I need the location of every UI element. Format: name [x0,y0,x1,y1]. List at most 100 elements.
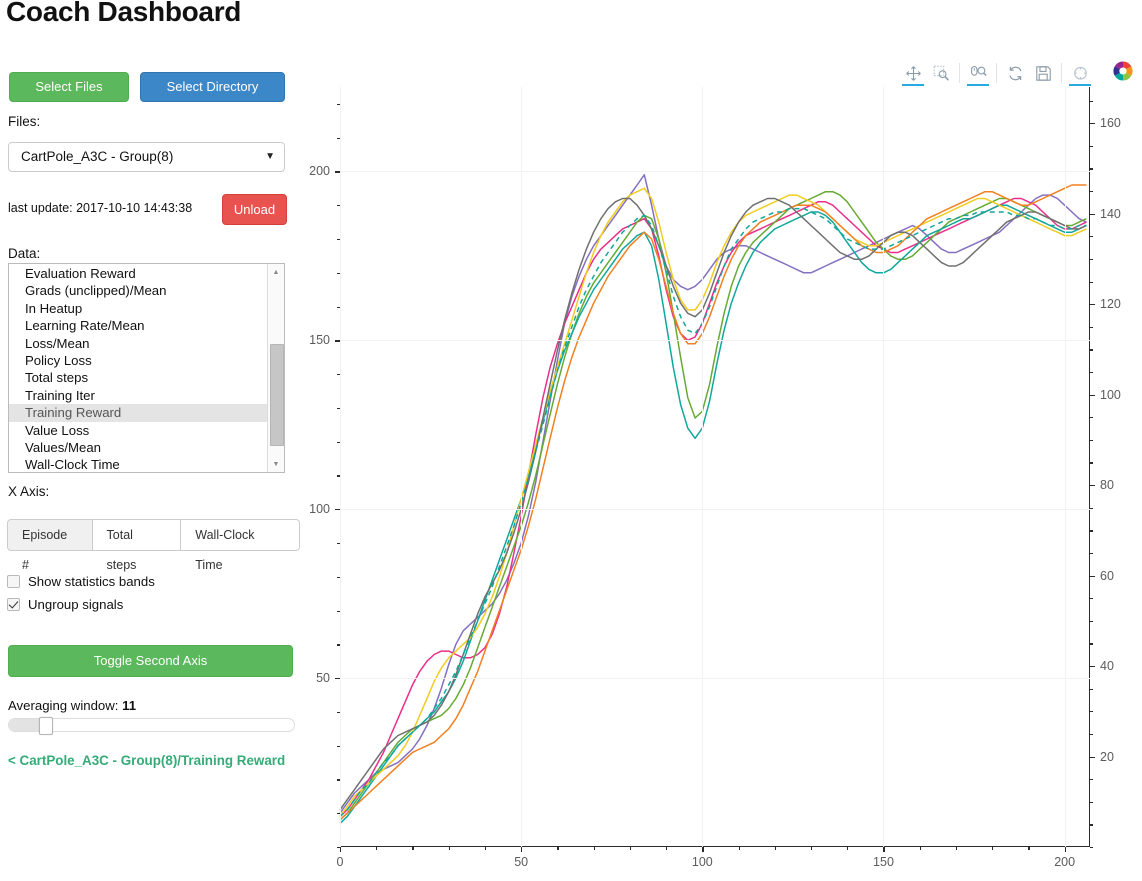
select-files-button[interactable]: Select Files [9,72,129,102]
show-statistics-bands-checkbox[interactable] [7,575,20,588]
y-axis-right-tick [1090,304,1095,306]
y-axis-left-label: 100 [309,502,330,517]
y-axis-right-minor-tick [1090,236,1093,238]
y-axis-right-minor-tick [1090,417,1093,419]
box-zoom-tool-icon[interactable] [927,56,955,90]
y-axis-right-minor-tick [1090,620,1093,622]
chart-line [339,190,1087,821]
y-axis-right-minor-tick [1090,349,1093,351]
bokeh-logo-icon[interactable] [1112,60,1134,82]
y-axis-left-minor-tick [337,306,340,308]
data-list-item[interactable]: In Heatup [25,300,83,316]
x-axis-tab-wall-clock-time[interactable]: Wall-Clock Time [180,519,300,572]
data-list-scrollbar[interactable]: ▲ ▼ [267,264,284,472]
x-axis-tick [340,847,342,852]
x-axis-tick [521,847,523,852]
y-axis-right-minor-tick [1090,530,1093,532]
y-axis-right-minor-tick [1090,779,1093,781]
toolbar-separator-1 [959,63,960,83]
y-axis-right-label: 60 [1100,568,1114,583]
scrollbar-thumb[interactable] [270,344,284,446]
averaging-window-label: Averaging window: 11 [8,698,136,713]
legend-link[interactable]: < CartPole_A3C - Group(8)/Training Rewar… [8,753,286,768]
data-list-item[interactable]: Policy Loss [25,353,92,369]
y-axis-left-minor-tick [337,272,340,274]
show-statistics-bands-row[interactable]: Show statistics bands [7,574,155,589]
y-axis-right-minor-tick [1090,100,1093,102]
wheel-zoom-tool-icon[interactable] [964,56,992,90]
reset-tool-icon[interactable] [1001,56,1029,90]
plot-area: 50 100 150 200 0 50 100 150 200 20 40 60 80 100 120 140… [300,50,1142,881]
files-select[interactable]: CartPole_A3C - Group(8) ▼ [8,142,285,172]
y-axis-right-minor-tick [1090,801,1093,803]
y-axis-left-minor-tick [337,137,340,139]
toggle-second-axis-button[interactable]: Toggle Second Axis [8,645,293,677]
pan-tool-icon[interactable] [899,56,927,90]
chart-line [339,197,1087,811]
data-list-item[interactable]: Total steps [25,370,89,386]
plot-toolbar[interactable] [899,56,1094,92]
y-axis-right-minor-tick [1090,372,1093,374]
data-list-item[interactable]: Values/Mean [25,440,101,456]
unload-button[interactable]: Unload [222,194,287,225]
y-axis-right-minor-tick [1090,439,1093,442]
averaging-window-slider[interactable] [8,717,295,735]
y-axis-right-minor-tick [1090,168,1093,170]
x-axis-label-tick: 150 [873,855,894,869]
data-list-item[interactable]: Grads (unclipped)/Mean [25,283,167,299]
y-axis-left-tick [335,171,340,173]
y-axis-left-label: 150 [309,333,330,348]
x-axis-label-tick: 0 [336,855,344,869]
data-list-item[interactable]: Evaluation Reward [25,266,136,281]
y-axis-right-minor-tick [1090,145,1093,147]
data-listbox[interactable]: Evaluation Reward Grads (unclipped)/Mean I… [8,263,285,473]
chart-series [339,174,1087,824]
scroll-down-icon[interactable]: ▼ [268,456,284,472]
x-axis-tick [883,847,885,852]
y-axis-right-minor-tick [1090,643,1093,645]
data-list-item[interactable]: Learning Rate/Mean [25,318,145,334]
y-axis-right-minor-tick [1090,281,1093,283]
y-axis-right-label: 160 [1100,116,1121,131]
y-axis-right-minor-tick [1090,191,1093,193]
data-list-item[interactable]: Value Loss [25,422,90,438]
y-axis-left-minor-tick [337,239,340,241]
data-label: Data: [8,246,41,261]
data-list-item[interactable]: Wall-Clock Time [25,457,120,473]
data-list-item[interactable]: Training Iter [25,387,95,403]
y-axis-left-minor-tick [337,644,340,646]
x-axis-minor-tick [557,847,559,850]
data-list-item[interactable]: Loss/Mean [25,335,90,351]
x-axis-tick [1064,847,1066,852]
y-axis-right-minor-tick [1090,326,1093,328]
x-axis-label-tick: 200 [1054,855,1076,869]
chart-line [339,207,1087,818]
x-axis-minor-tick [629,847,632,850]
toolbar-separator-2 [996,63,997,83]
scroll-up-icon[interactable]: ▲ [268,264,284,280]
plot-frame[interactable]: 50 100 150 200 0 50 100 150 200 20 40 60 80 100 120 140… [309,87,1121,869]
x-axis-tabs[interactable]: Episode # Total steps Wall-Clock Time [7,519,300,572]
files-label: Files: [8,114,41,129]
data-list-item[interactable]: Training Reward [9,404,267,422]
y-axis-left-minor-tick [337,543,340,545]
select-directory-button[interactable]: Select Directory [140,72,285,102]
toolbar-separator-3 [1061,63,1062,83]
x-axis-minor-tick [666,847,668,850]
ungroup-signals-checkbox[interactable] [7,598,20,611]
x-axis-minor-tick [738,847,740,850]
page-title: Coach Dashboard [6,0,242,27]
x-axis-minor-tick [448,847,450,850]
slider-handle[interactable] [39,717,53,735]
ungroup-signals-row[interactable]: Ungroup signals [7,597,123,612]
y-axis-left-tick [335,509,340,511]
y-axis-left-minor-tick [337,407,340,410]
data-list[interactable]: Evaluation Reward Grads (unclipped)/Mean I… [9,265,267,473]
hover-tool-icon[interactable] [1066,56,1094,90]
x-gridline [521,87,523,847]
x-axis-tab-episode[interactable]: Episode # [7,519,93,572]
save-tool-icon[interactable] [1029,56,1057,90]
x-axis-tab-total-steps[interactable]: Total steps [91,519,182,572]
x-axis-label: X Axis: [8,484,50,499]
y-axis-right-label: 100 [1100,387,1121,402]
